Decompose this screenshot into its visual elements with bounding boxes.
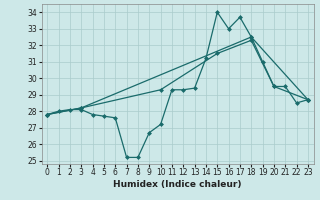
X-axis label: Humidex (Indice chaleur): Humidex (Indice chaleur) bbox=[113, 180, 242, 189]
